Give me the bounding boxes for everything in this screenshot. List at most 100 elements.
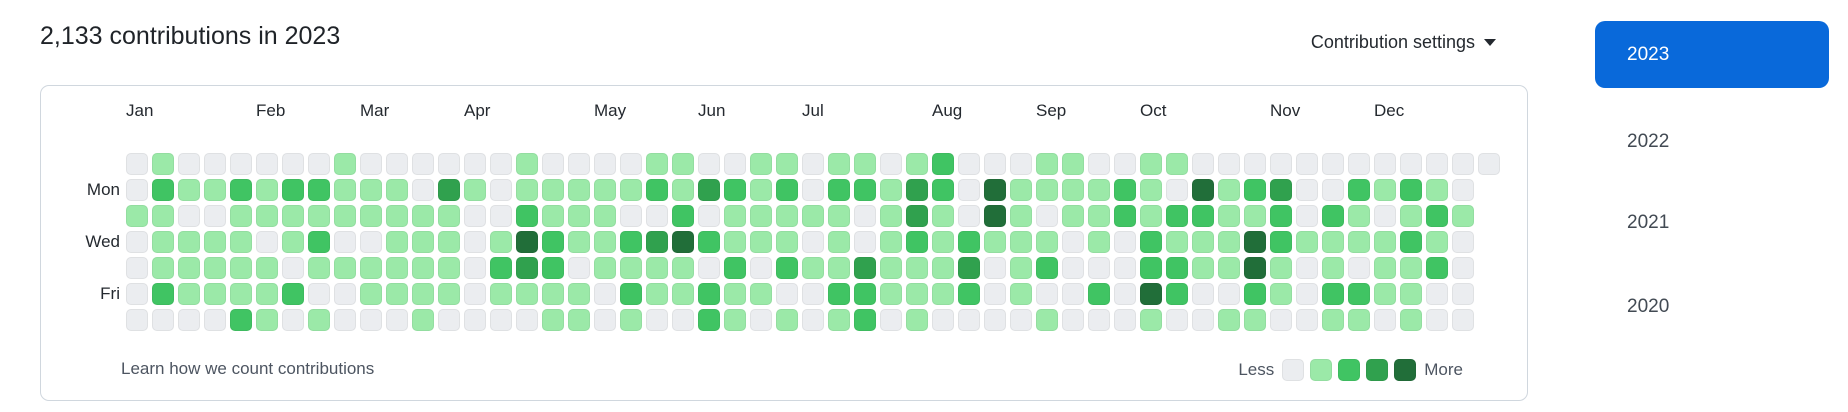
contribution-cell[interactable] <box>646 257 668 279</box>
contribution-cell[interactable] <box>1400 257 1422 279</box>
contribution-cell[interactable] <box>1036 309 1058 331</box>
contribution-cell[interactable] <box>152 179 174 201</box>
contribution-cell[interactable] <box>438 153 460 175</box>
contribution-cell[interactable] <box>958 309 980 331</box>
contribution-cell[interactable] <box>1322 309 1344 331</box>
contribution-cell[interactable] <box>464 231 486 253</box>
contribution-cell[interactable] <box>802 205 824 227</box>
contribution-cell[interactable] <box>958 205 980 227</box>
contribution-cell[interactable] <box>1452 179 1474 201</box>
contribution-cell[interactable] <box>594 205 616 227</box>
contribution-cell[interactable] <box>958 257 980 279</box>
contribution-cell[interactable] <box>412 309 434 331</box>
contribution-cell[interactable] <box>204 283 226 305</box>
contribution-cell[interactable] <box>594 283 616 305</box>
contribution-cell[interactable] <box>750 283 772 305</box>
contribution-cell[interactable] <box>568 231 590 253</box>
contribution-cell[interactable] <box>750 309 772 331</box>
contribution-cell[interactable] <box>126 205 148 227</box>
contribution-cell[interactable] <box>1322 205 1344 227</box>
contribution-cell[interactable] <box>1348 205 1370 227</box>
contribution-cell[interactable] <box>672 231 694 253</box>
contribution-cell[interactable] <box>984 179 1006 201</box>
contribution-cell[interactable] <box>1192 231 1214 253</box>
contribution-cell[interactable] <box>516 283 538 305</box>
contribution-cell[interactable] <box>490 179 512 201</box>
contribution-cell[interactable] <box>568 309 590 331</box>
contribution-cell[interactable] <box>1114 153 1136 175</box>
contribution-cell[interactable] <box>1348 231 1370 253</box>
contribution-cell[interactable] <box>672 257 694 279</box>
contribution-cell[interactable] <box>1088 309 1110 331</box>
contribution-cell[interactable] <box>1348 257 1370 279</box>
contribution-cell[interactable] <box>724 205 746 227</box>
contribution-cell[interactable] <box>1010 179 1032 201</box>
contribution-cell[interactable] <box>464 205 486 227</box>
contribution-cell[interactable] <box>438 309 460 331</box>
contribution-cell[interactable] <box>230 309 252 331</box>
contribution-cell[interactable] <box>1270 283 1292 305</box>
contribution-cell[interactable] <box>1062 283 1084 305</box>
contribution-cell[interactable] <box>1348 153 1370 175</box>
contribution-cell[interactable] <box>542 231 564 253</box>
contribution-cell[interactable] <box>308 153 330 175</box>
contribution-cell[interactable] <box>438 283 460 305</box>
contribution-cell[interactable] <box>1374 231 1396 253</box>
contribution-cell[interactable] <box>1426 205 1448 227</box>
contribution-cell[interactable] <box>1348 179 1370 201</box>
contribution-cell[interactable] <box>672 309 694 331</box>
contribution-cell[interactable] <box>360 257 382 279</box>
contribution-cell[interactable] <box>1452 257 1474 279</box>
contribution-cell[interactable] <box>854 257 876 279</box>
contribution-cell[interactable] <box>490 231 512 253</box>
contribution-cell[interactable] <box>698 257 720 279</box>
contribution-cell[interactable] <box>516 179 538 201</box>
contribution-cell[interactable] <box>386 231 408 253</box>
contribution-cell[interactable] <box>880 283 902 305</box>
contribution-cell[interactable] <box>984 205 1006 227</box>
contribution-settings-button[interactable]: Contribution settings <box>1311 32 1496 53</box>
contribution-cell[interactable] <box>828 309 850 331</box>
contribution-cell[interactable] <box>776 257 798 279</box>
contribution-cell[interactable] <box>152 153 174 175</box>
contribution-cell[interactable] <box>1244 231 1266 253</box>
contribution-cell[interactable] <box>1218 309 1240 331</box>
contribution-cell[interactable] <box>1452 283 1474 305</box>
contribution-cell[interactable] <box>412 257 434 279</box>
contribution-cell[interactable] <box>854 205 876 227</box>
contribution-cell[interactable] <box>438 179 460 201</box>
contribution-cell[interactable] <box>1036 153 1058 175</box>
contribution-cell[interactable] <box>1192 283 1214 305</box>
contribution-cell[interactable] <box>542 153 564 175</box>
contribution-cell[interactable] <box>1166 283 1188 305</box>
contribution-cell[interactable] <box>152 283 174 305</box>
contribution-cell[interactable] <box>464 179 486 201</box>
contribution-cell[interactable] <box>204 179 226 201</box>
contribution-cell[interactable] <box>1036 257 1058 279</box>
contribution-cell[interactable] <box>1400 205 1422 227</box>
contribution-cell[interactable] <box>1114 257 1136 279</box>
contribution-cell[interactable] <box>620 283 642 305</box>
contribution-cell[interactable] <box>646 309 668 331</box>
contribution-cell[interactable] <box>1036 179 1058 201</box>
contribution-cell[interactable] <box>906 153 928 175</box>
contribution-cell[interactable] <box>1296 153 1318 175</box>
contribution-cell[interactable] <box>724 257 746 279</box>
contribution-cell[interactable] <box>542 309 564 331</box>
contribution-cell[interactable] <box>516 231 538 253</box>
year-2022-button[interactable]: 2022 <box>1627 131 1670 152</box>
contribution-cell[interactable] <box>750 205 772 227</box>
contribution-cell[interactable] <box>1010 153 1032 175</box>
contribution-cell[interactable] <box>1062 205 1084 227</box>
contribution-cell[interactable] <box>776 283 798 305</box>
contribution-cell[interactable] <box>1374 153 1396 175</box>
contribution-cell[interactable] <box>984 309 1006 331</box>
contribution-cell[interactable] <box>646 179 668 201</box>
contribution-cell[interactable] <box>204 309 226 331</box>
contribution-cell[interactable] <box>308 257 330 279</box>
contribution-cell[interactable] <box>386 283 408 305</box>
contribution-cell[interactable] <box>1140 257 1162 279</box>
contribution-cell[interactable] <box>256 179 278 201</box>
contribution-cell[interactable] <box>854 153 876 175</box>
contribution-cell[interactable] <box>412 283 434 305</box>
